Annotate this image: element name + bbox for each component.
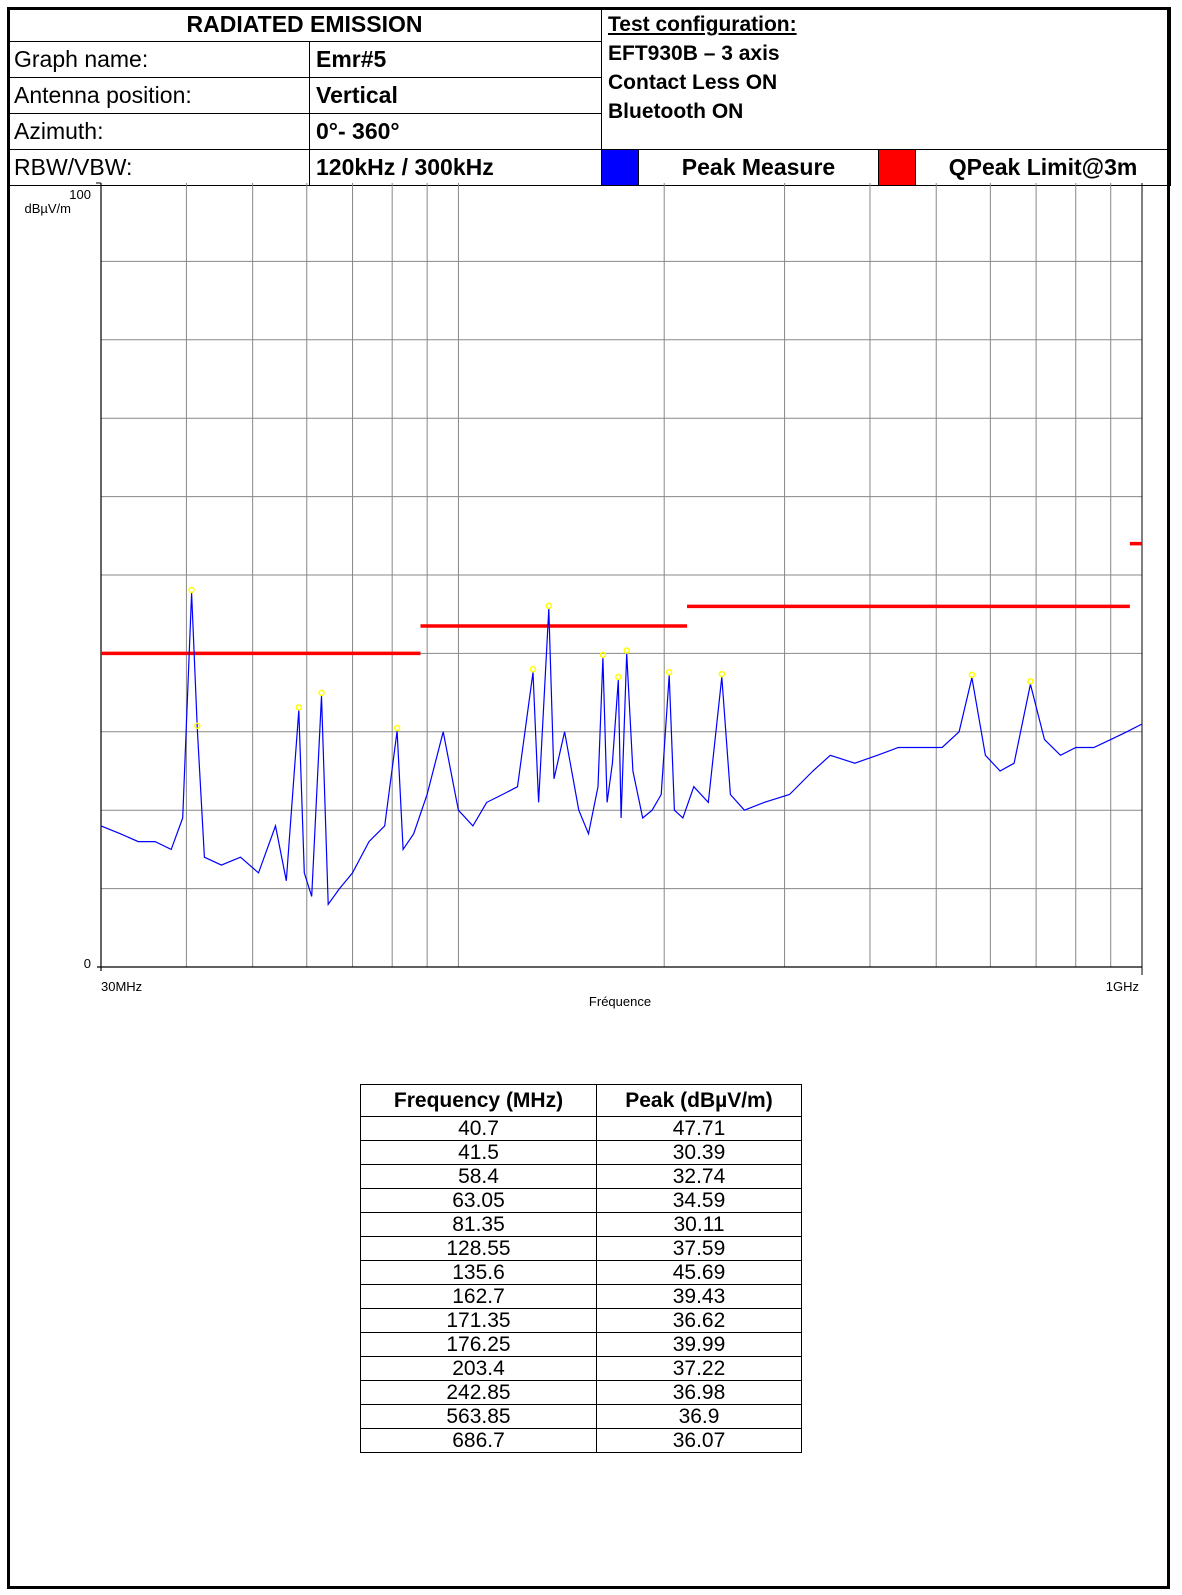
peak-markers: [188, 586, 1034, 732]
peak-cell: 30.39: [596, 1140, 802, 1165]
legend-label-limit: QPeak Limit@3m: [915, 149, 1172, 186]
frequency-cell: 176.25: [360, 1332, 597, 1357]
frequency-cell: 203.4: [360, 1356, 597, 1381]
emission-chart: 100 dBµV/m 0 30MHz 1GHz Fréquence: [24, 182, 1143, 1009]
table-row: 58.4 32.74: [360, 1164, 802, 1189]
config-line: EFT930B – 3 axis: [608, 42, 780, 65]
peak-marker: [968, 671, 976, 678]
limit-lines: [101, 541, 1142, 656]
graph-name-value: Emr#5: [308, 41, 603, 78]
azimuth-value: 0°- 360°: [308, 113, 603, 150]
y-axis-label: dBµV/m: [24, 201, 71, 216]
peak-cell: 30.11: [596, 1212, 802, 1237]
table-row: 242.85 36.98: [360, 1380, 802, 1405]
table-row: 135.6 45.69: [360, 1260, 802, 1285]
peak-cell: 36.9: [596, 1404, 802, 1429]
peak-marker: [194, 722, 201, 729]
table-row: 41.5 30.39: [360, 1140, 802, 1165]
graph-name-label: Graph name:: [7, 41, 310, 78]
peak-cell: 34.59: [596, 1188, 802, 1213]
frequency-cell: 686.7: [360, 1428, 597, 1453]
antenna-position-value: Vertical: [308, 77, 603, 114]
table-row: 128.55 37.59: [360, 1236, 802, 1261]
config-line: Bluetooth ON: [608, 100, 744, 123]
table-row: 162.7 39.43: [360, 1284, 802, 1309]
header-table: RADIATED EMISSION Test configuration: EF…: [6, 7, 1172, 186]
peak-marker: [318, 689, 325, 697]
peak-cell: 47.71: [596, 1116, 802, 1141]
peak-table: Frequency (MHz) Peak (dBµV/m) 40.7 47.71 4…: [360, 1084, 802, 1453]
table-row: 176.25 39.99: [360, 1332, 802, 1357]
peak-marker: [615, 673, 622, 681]
peak-marker: [188, 586, 195, 594]
frequency-cell: 242.85: [360, 1380, 597, 1405]
frequency-cell: 128.55: [360, 1236, 597, 1261]
legend-swatch-limit: [878, 149, 917, 186]
peak-marker: [623, 647, 630, 654]
legend-label-peak: Peak Measure: [638, 149, 880, 186]
peak-cell: 45.69: [596, 1260, 802, 1285]
frequency-cell: 41.5: [360, 1140, 597, 1165]
frequency-cell: 40.7: [360, 1116, 597, 1141]
peak-marker: [295, 704, 303, 711]
chart-axes: [96, 182, 1143, 975]
peak-cell: 37.59: [596, 1236, 802, 1261]
test-configuration: Test configuration: EFT930B – 3 axis Con…: [601, 7, 1172, 150]
y-tick-label-0: 0: [84, 956, 91, 971]
peak-table-header-peak: Peak (dBµV/m): [596, 1084, 802, 1117]
table-row: 686.7 36.07: [360, 1428, 802, 1453]
config-line: Contact Less ON: [608, 71, 778, 94]
chart-grid: [101, 183, 1142, 967]
measure-trace: [100, 592, 1143, 907]
peak-cell: 36.98: [596, 1380, 802, 1405]
azimuth-label: Azimuth:: [7, 113, 310, 150]
peak-marker: [545, 602, 553, 610]
peak-marker: [393, 724, 401, 732]
table-row: 203.4 37.22: [360, 1356, 802, 1381]
frequency-cell: 58.4: [360, 1164, 597, 1189]
rbw-vbw-value: 120kHz / 300kHz: [308, 149, 603, 186]
y-tick-label-100: 100: [69, 187, 91, 202]
table-row: 171.35 36.62: [360, 1308, 802, 1333]
peak-table-header-frequency: Frequency (MHz): [360, 1084, 597, 1117]
measure-line: [100, 592, 1143, 907]
frequency-cell: 135.6: [360, 1260, 597, 1285]
peak-cell: 39.99: [596, 1332, 802, 1357]
table-row: 40.7 47.71: [360, 1116, 802, 1141]
frequency-cell: 171.35: [360, 1308, 597, 1333]
frequency-cell: 63.05: [360, 1188, 597, 1213]
rbw-vbw-label: RBW/VBW:: [7, 149, 310, 186]
antenna-position-label: Antenna position:: [7, 77, 310, 114]
table-row: 63.05 34.59: [360, 1188, 802, 1213]
peak-table-body: 40.7 47.71 41.5 30.39 58.4 32.74 63.05 34.59 81.…: [360, 1116, 802, 1453]
x-tick-label-1ghz: 1GHz: [1106, 979, 1139, 994]
table-row: 81.35 30.11: [360, 1212, 802, 1237]
legend-swatch-peak: [601, 149, 640, 186]
x-tick-label-30mhz: 30MHz: [101, 979, 142, 994]
frequency-cell: 162.7: [360, 1284, 597, 1309]
x-axis-label: Fréquence: [589, 994, 651, 1009]
peak-marker: [718, 670, 726, 678]
peak-marker: [599, 651, 607, 659]
peak-marker: [665, 668, 673, 676]
peak-marker: [529, 666, 537, 673]
peak-cell: 36.07: [596, 1428, 802, 1453]
frequency-cell: 563.85: [360, 1404, 597, 1429]
peak-marker: [1027, 677, 1034, 685]
peak-cell: 39.43: [596, 1284, 802, 1309]
table-row: 563.85 36.9: [360, 1404, 802, 1429]
peak-cell: 32.74: [596, 1164, 802, 1189]
config-title: Test configuration:: [608, 13, 797, 36]
frequency-cell: 81.35: [360, 1212, 597, 1237]
peak-cell: 37.22: [596, 1356, 802, 1381]
peak-cell: 36.62: [596, 1308, 802, 1333]
